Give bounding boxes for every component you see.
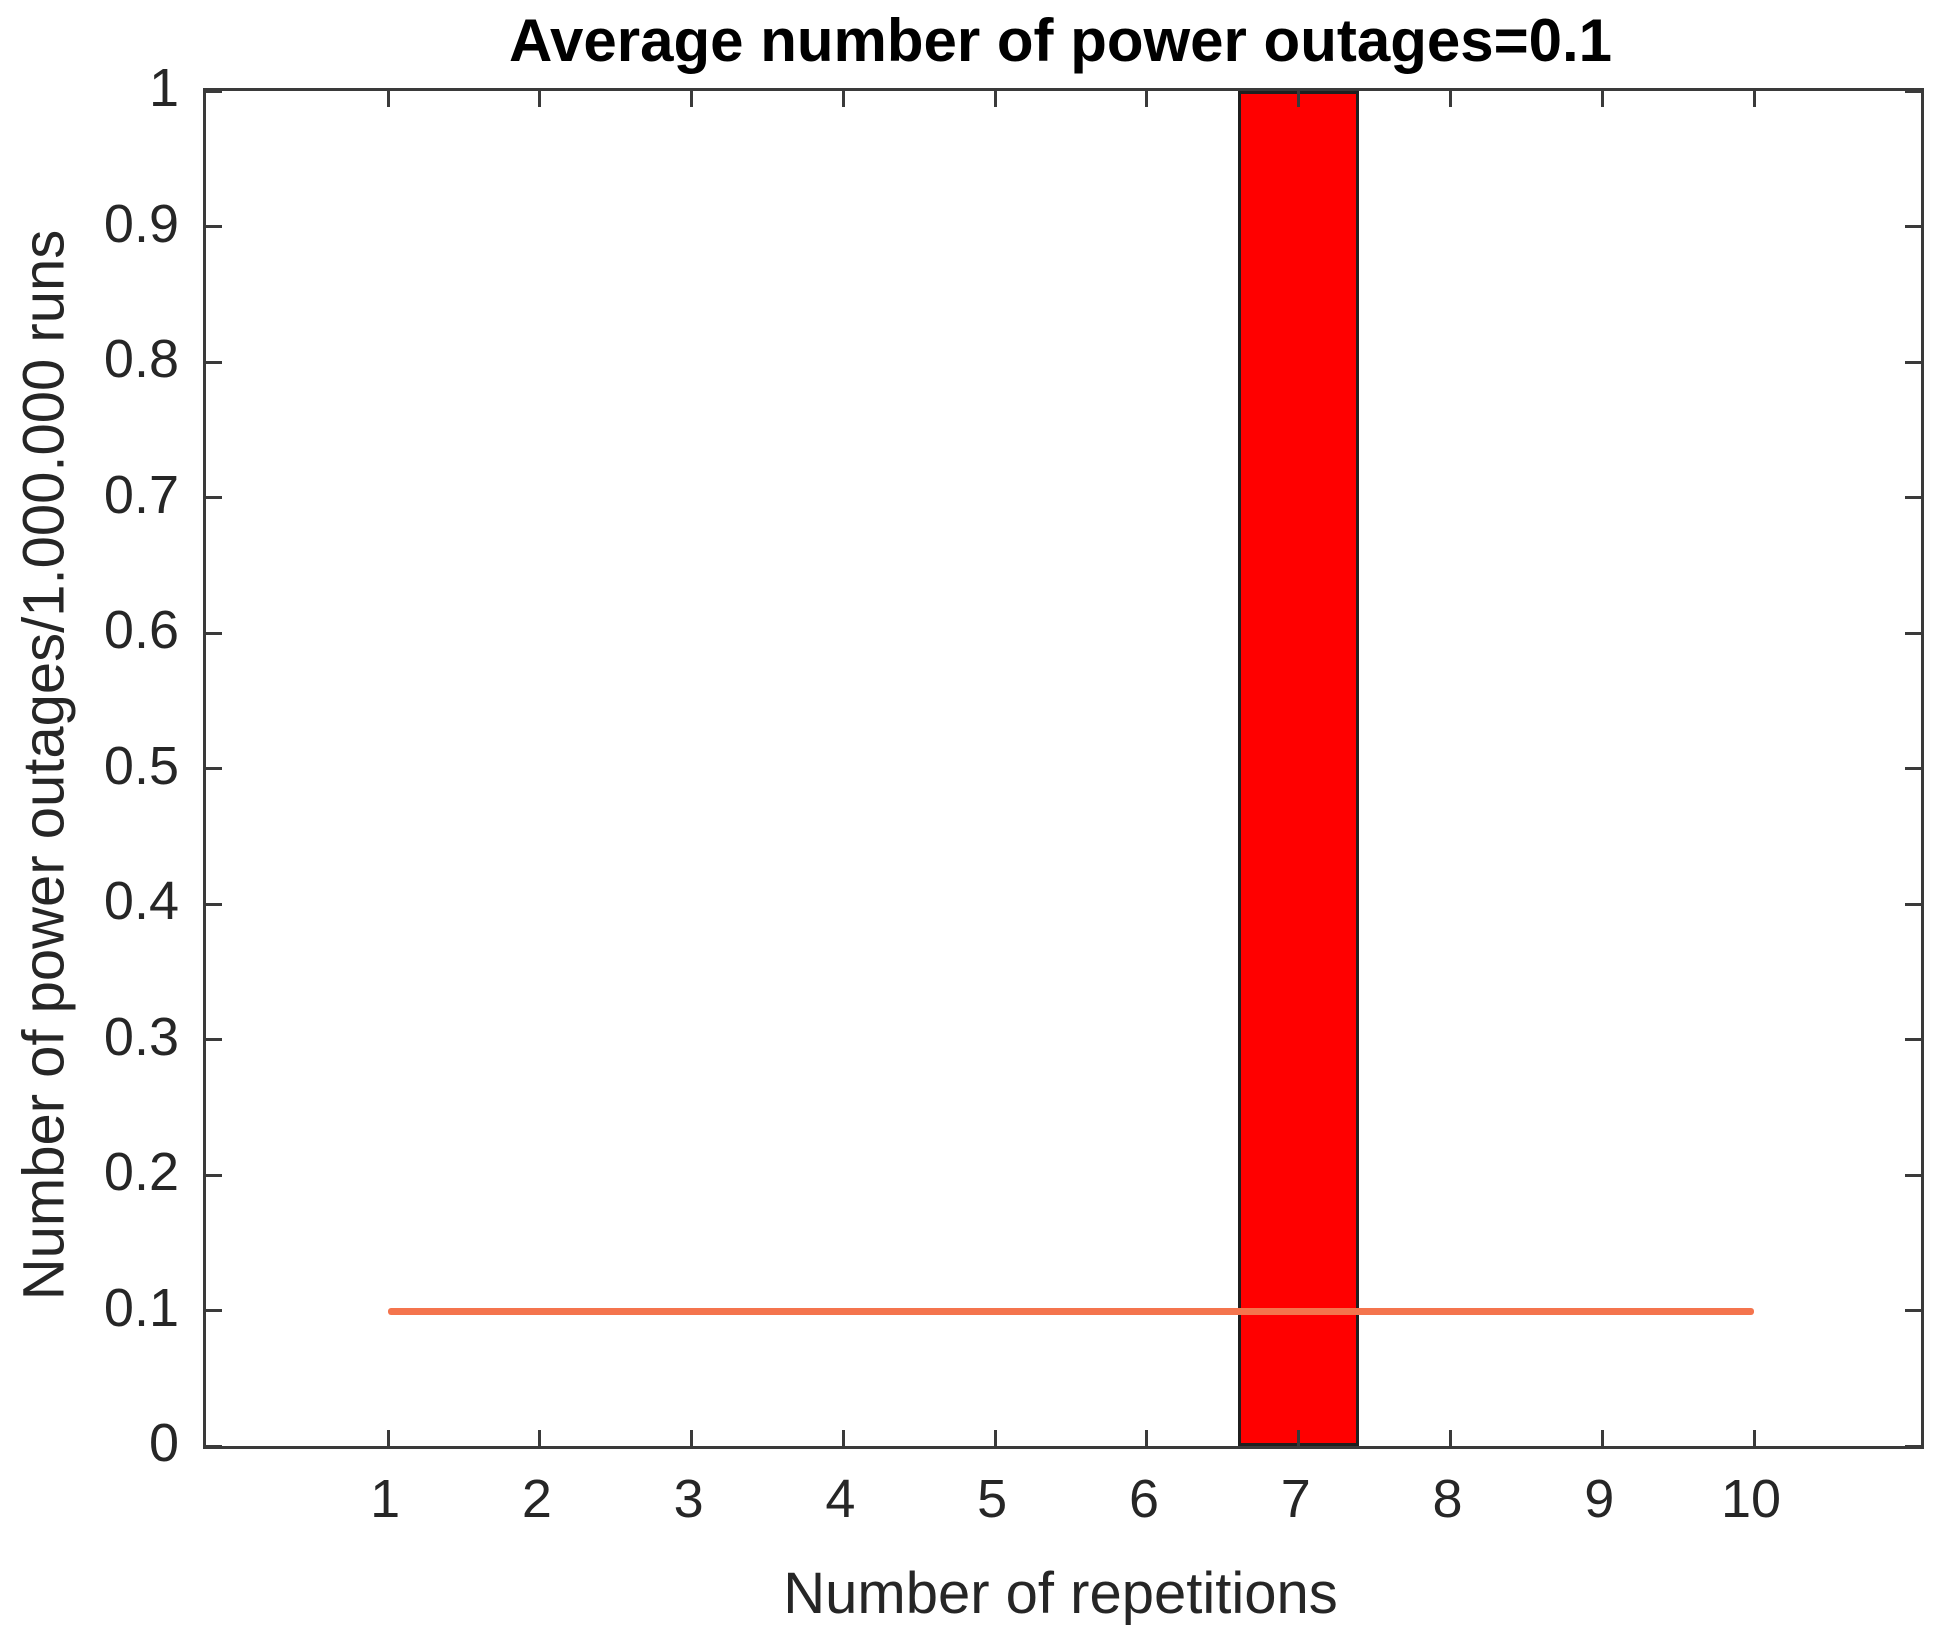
x-tick-label: 3	[673, 1469, 704, 1529]
x-tick-mark-top	[841, 91, 845, 107]
y-tick-label: 0.7	[103, 464, 179, 525]
x-tick-label: 4	[825, 1469, 856, 1529]
histogram-bar	[1238, 91, 1360, 1446]
x-tick-label: 9	[1584, 1469, 1615, 1529]
y-tick-label: 0.5	[103, 735, 179, 796]
x-tick-label: 5	[977, 1469, 1008, 1529]
x-tick-mark-top	[993, 91, 997, 107]
x-tick-mark	[386, 1430, 390, 1446]
y-tick-mark-right	[1905, 631, 1921, 635]
x-axis-label: Number of repetitions	[783, 1561, 1338, 1626]
x-tick-mark	[690, 1430, 694, 1446]
x-tick-mark	[1600, 1430, 1604, 1446]
y-tick-label: 0.4	[103, 871, 179, 931]
y-tick-mark-right	[1905, 1444, 1921, 1448]
y-tick-mark-right	[1905, 1309, 1921, 1312]
y-tick-label: 0.6	[103, 600, 179, 660]
x-tick-mark	[841, 1430, 845, 1446]
x-tick-mark-top	[1752, 91, 1756, 107]
y-tick-label: 0.3	[103, 1006, 179, 1067]
y-tick-mark-right	[1905, 89, 1921, 93]
y-tick-mark	[206, 225, 222, 228]
x-tick-mark-top	[386, 91, 390, 107]
x-tick-label: 6	[1128, 1469, 1159, 1529]
x-tick-label: 1	[370, 1469, 401, 1529]
reference-line	[388, 1307, 1755, 1315]
x-tick-mark-top	[1449, 91, 1452, 107]
y-tick-mark	[206, 902, 222, 906]
x-tick-mark	[1752, 1430, 1756, 1446]
y-tick-mark	[206, 631, 222, 635]
x-tick-mark-top	[1297, 91, 1301, 107]
y-tick-mark-right	[1905, 902, 1921, 906]
y-tick-mark-right	[1905, 225, 1921, 228]
y-tick-mark	[206, 1173, 222, 1177]
y-tick-mark-right	[1905, 496, 1921, 499]
y-tick-mark	[206, 767, 222, 770]
y-tick-label: 0.1	[103, 1277, 179, 1338]
x-tick-mark	[1449, 1430, 1452, 1446]
y-tick-mark-right	[1905, 767, 1921, 770]
y-tick-mark	[206, 360, 222, 364]
y-tick-mark	[206, 89, 222, 93]
x-tick-label: 8	[1432, 1469, 1463, 1529]
y-tick-label: 0.2	[103, 1142, 179, 1202]
y-tick-label: 0	[148, 1413, 179, 1473]
x-tick-mark	[538, 1430, 542, 1446]
y-tick-label: 0.8	[103, 329, 179, 389]
y-tick-label: 0.9	[103, 193, 179, 254]
y-tick-mark	[206, 1309, 222, 1312]
x-tick-mark-top	[690, 91, 694, 107]
y-tick-mark	[206, 1444, 222, 1448]
x-tick-mark	[1145, 1430, 1149, 1446]
x-tick-mark-top	[1145, 91, 1149, 107]
x-tick-label: 10	[1721, 1469, 1782, 1529]
y-tick-mark-right	[1905, 1038, 1921, 1041]
x-tick-label: 2	[521, 1469, 552, 1529]
x-tick-mark-top	[538, 91, 542, 107]
x-tick-mark	[1297, 1430, 1301, 1446]
x-tick-mark-top	[1600, 91, 1604, 107]
x-tick-mark	[993, 1430, 997, 1446]
chart-title: Average number of power outages=0.1	[508, 7, 1613, 74]
y-tick-mark-right	[1905, 1173, 1921, 1177]
x-tick-label: 7	[1280, 1469, 1311, 1529]
y-tick-mark	[206, 1038, 222, 1041]
y-tick-mark	[206, 496, 222, 499]
y-tick-label: 1	[148, 58, 179, 118]
y-tick-mark-right	[1905, 360, 1921, 364]
plot-area	[203, 88, 1924, 1449]
